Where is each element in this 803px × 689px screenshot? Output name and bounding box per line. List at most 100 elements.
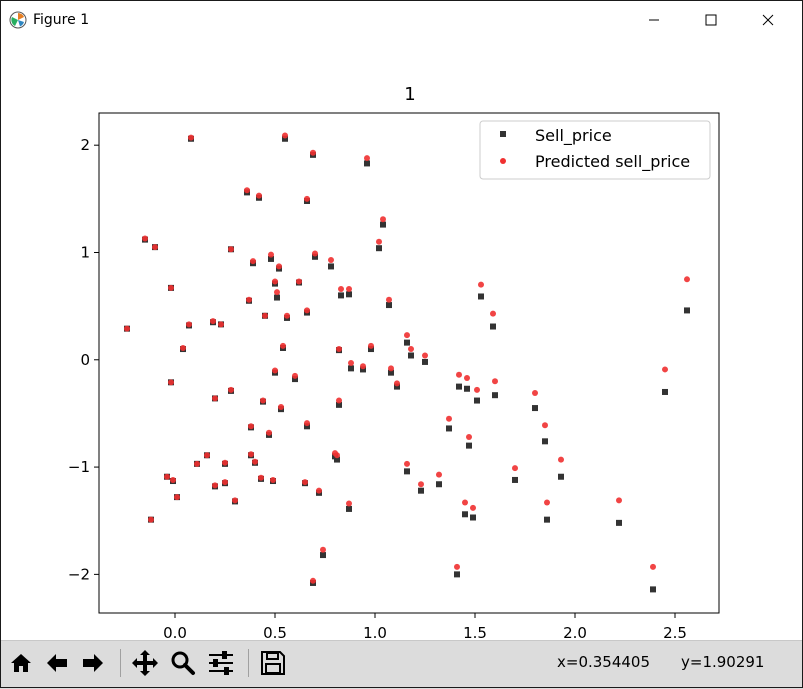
sell-price-point: [388, 369, 394, 376]
sell-price-point: [386, 302, 392, 309]
sell-price-point: [532, 405, 538, 412]
predicted-sell-price-point: [284, 312, 290, 319]
predicted-sell-price-point: [360, 363, 366, 370]
predicted-sell-price-point: [250, 258, 256, 265]
predicted-sell-price-point: [246, 296, 252, 303]
predicted-sell-price-point: [454, 563, 460, 570]
matplotlib-icon: [9, 11, 27, 29]
save-icon: [261, 651, 285, 675]
predicted-sell-price-point: [296, 278, 302, 285]
minimize-icon: [649, 19, 659, 21]
predicted-sell-price-point: [218, 321, 224, 328]
predicted-sell-price-point: [348, 360, 354, 366]
sell-price-point: [338, 292, 344, 299]
predicted-sell-price-point: [394, 380, 400, 387]
predicted-sell-price-point: [336, 397, 342, 404]
sell-price-point: [320, 552, 326, 559]
predicted-sell-price-point: [260, 397, 266, 404]
predicted-sell-price-point: [456, 371, 462, 378]
sell-price-point: [394, 383, 400, 390]
predicted-sell-price-point: [272, 367, 278, 374]
sell-price-point: [380, 221, 386, 228]
predicted-sell-price-point: [174, 494, 180, 501]
predicted-sell-price-point: [334, 452, 340, 459]
predicted-sell-price-point: [364, 155, 370, 162]
predicted-sell-price-point: [262, 312, 268, 319]
predicted-sell-price-point: [466, 434, 472, 441]
forward-button[interactable]: [78, 647, 108, 679]
zoom-icon: [171, 651, 195, 675]
back-arrow-icon: [47, 654, 67, 672]
back-button[interactable]: [42, 647, 72, 679]
sell-price-point: [334, 456, 340, 463]
predicted-sell-price-point: [292, 372, 298, 379]
predicted-sell-price-point: [422, 352, 428, 359]
predicted-sell-price-point: [490, 310, 496, 317]
y-tick-label: 0: [80, 351, 90, 369]
scatter-chart[interactable]: 1 0.0 0.5 1.0 1.5 2.0 2.5 2 1 0 −1 −2 Sell_price P…: [0, 40, 803, 642]
pan-button[interactable]: [130, 647, 160, 679]
predicted-sell-price-point: [244, 187, 250, 194]
predicted-sell-price-point: [282, 132, 288, 139]
zoom-button[interactable]: [168, 647, 198, 679]
predicted-sell-price-point: [228, 386, 234, 393]
sell-price-point: [436, 481, 442, 488]
sell-price-point: [684, 307, 690, 314]
sell-price-point: [492, 392, 498, 399]
toolbar-separator: [248, 649, 249, 677]
save-button[interactable]: [258, 647, 288, 679]
predicted-sell-price-point: [478, 281, 484, 288]
predicted-sell-price-point: [270, 476, 276, 483]
sell-price-point: [312, 253, 318, 260]
window-title: Figure 1: [33, 12, 90, 28]
cursor-x-readout: x=0.354405: [557, 653, 651, 671]
sell-price-point: [454, 571, 460, 578]
sell-price-point: [404, 339, 410, 346]
predicted-sell-price-point: [222, 459, 228, 466]
predicted-sell-price-point: [302, 479, 308, 486]
predicted-sell-price-point: [142, 235, 148, 242]
sell-price-point: [512, 476, 518, 483]
legend-marker-sell-price: [500, 131, 506, 137]
sell-price-point: [474, 397, 480, 404]
sell-price-point: [304, 423, 310, 430]
predicted-sell-price-point: [164, 473, 170, 480]
sell-price-point: [292, 376, 298, 383]
sell-price-point: [346, 505, 352, 512]
home-button[interactable]: [6, 647, 36, 679]
sell-price-point: [364, 160, 370, 167]
predicted-sell-price-point: [404, 460, 410, 467]
sell-price-point: [274, 294, 280, 301]
axes-frame: [98, 112, 720, 614]
sell-price-point: [478, 293, 484, 300]
predicted-sell-price-point: [436, 471, 442, 478]
predicted-sell-price-point: [418, 481, 424, 488]
predicted-sell-price-point: [204, 452, 210, 459]
predicted-sell-price-point: [380, 216, 386, 223]
sell-price-point: [464, 385, 470, 392]
sell-price-point: [616, 519, 622, 526]
x-tick-label: 2.5: [663, 624, 687, 640]
predicted-sell-price-point: [662, 366, 668, 373]
close-button[interactable]: [739, 0, 797, 40]
minimize-button[interactable]: [625, 0, 683, 40]
predicted-sell-price-point: [558, 456, 564, 463]
predicted-sell-price-point: [212, 482, 218, 489]
configure-subplots-button[interactable]: [206, 647, 236, 679]
sell-price-point: [404, 468, 410, 475]
sell-price-point: [348, 365, 354, 372]
predicted-sell-price-point: [368, 342, 374, 349]
predicted-sell-price-point: [386, 296, 392, 303]
y-tick-label: 2: [80, 136, 90, 154]
predicted-sell-price-point: [312, 250, 318, 257]
figure-canvas[interactable]: 1 0.0 0.5 1.0 1.5 2.0 2.5 2 1 0 −1 −2 Sell_price P…: [0, 40, 803, 642]
maximize-button[interactable]: [682, 0, 740, 40]
predicted-sell-price-point: [210, 318, 216, 325]
predicted-sell-price-point: [248, 451, 254, 458]
predicted-sell-price-point: [474, 386, 480, 393]
window-titlebar[interactable]: Figure 1: [0, 0, 803, 40]
predicted-sell-price-point: [328, 256, 334, 263]
x-tick-label: 0.0: [163, 624, 187, 640]
home-icon: [11, 654, 31, 672]
sell-price-point: [268, 255, 274, 262]
